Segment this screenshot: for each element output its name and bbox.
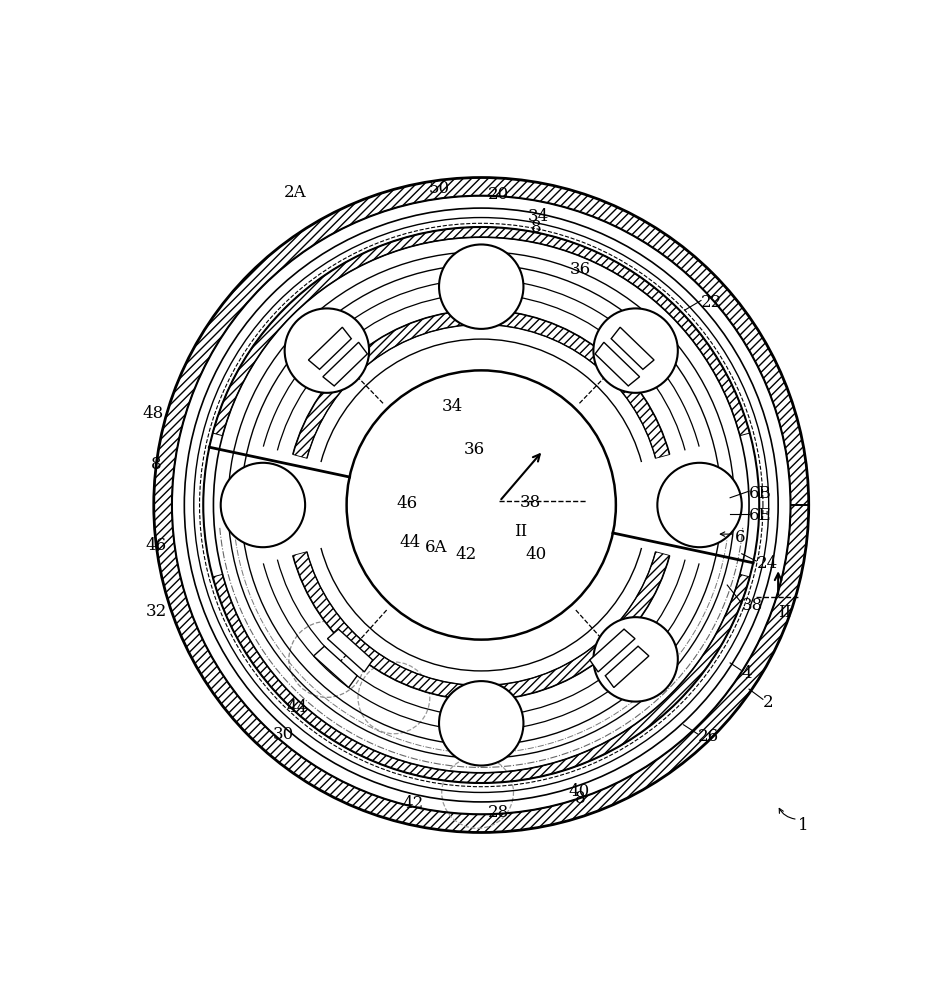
Text: 26: 26 — [698, 728, 719, 745]
Polygon shape — [595, 342, 639, 386]
Text: II: II — [778, 604, 792, 621]
Text: 44: 44 — [286, 699, 308, 716]
Text: 42: 42 — [403, 795, 424, 812]
Text: 4: 4 — [741, 665, 751, 682]
Text: 6E: 6E — [749, 507, 772, 524]
Text: 36: 36 — [570, 261, 591, 278]
Text: 30: 30 — [273, 726, 294, 743]
Text: 46: 46 — [146, 537, 167, 554]
Text: 38: 38 — [520, 494, 542, 511]
Circle shape — [346, 370, 616, 640]
Polygon shape — [590, 629, 635, 672]
Text: 2: 2 — [762, 694, 774, 711]
Text: 24: 24 — [756, 555, 777, 572]
Polygon shape — [293, 310, 670, 458]
Polygon shape — [154, 178, 808, 832]
Text: 8: 8 — [531, 219, 542, 236]
Text: 6: 6 — [734, 529, 745, 546]
Text: 40: 40 — [568, 783, 590, 800]
Circle shape — [221, 463, 305, 547]
Text: 46: 46 — [396, 495, 418, 512]
Text: 40: 40 — [525, 546, 546, 563]
Text: 44: 44 — [399, 534, 421, 551]
Polygon shape — [328, 629, 373, 672]
Polygon shape — [314, 646, 357, 688]
Circle shape — [439, 681, 523, 766]
Circle shape — [657, 463, 742, 547]
Polygon shape — [308, 327, 351, 369]
Polygon shape — [611, 327, 654, 369]
Text: 34: 34 — [528, 208, 548, 225]
Text: 34: 34 — [441, 398, 463, 415]
Text: 8: 8 — [575, 790, 586, 807]
Polygon shape — [323, 342, 367, 386]
Text: 50: 50 — [428, 180, 450, 197]
Text: 8: 8 — [150, 456, 162, 473]
Circle shape — [439, 244, 523, 329]
Text: 42: 42 — [455, 546, 477, 563]
Text: 48: 48 — [143, 405, 164, 422]
Circle shape — [593, 308, 678, 393]
Text: 28: 28 — [488, 804, 509, 821]
Text: 38: 38 — [742, 597, 763, 614]
Polygon shape — [213, 574, 749, 783]
Polygon shape — [293, 552, 670, 700]
Text: 2A: 2A — [284, 184, 306, 201]
Text: 36: 36 — [464, 441, 485, 458]
Text: 6B: 6B — [749, 485, 772, 502]
Text: 22: 22 — [701, 294, 722, 311]
Polygon shape — [606, 646, 649, 688]
Text: 1: 1 — [798, 817, 808, 834]
Circle shape — [285, 308, 369, 393]
Text: 32: 32 — [146, 603, 167, 620]
Text: 20: 20 — [487, 186, 509, 203]
Text: II: II — [514, 523, 527, 540]
Polygon shape — [213, 227, 749, 436]
Circle shape — [593, 617, 678, 702]
Text: 6A: 6A — [424, 539, 447, 556]
FancyArrowPatch shape — [779, 808, 795, 819]
